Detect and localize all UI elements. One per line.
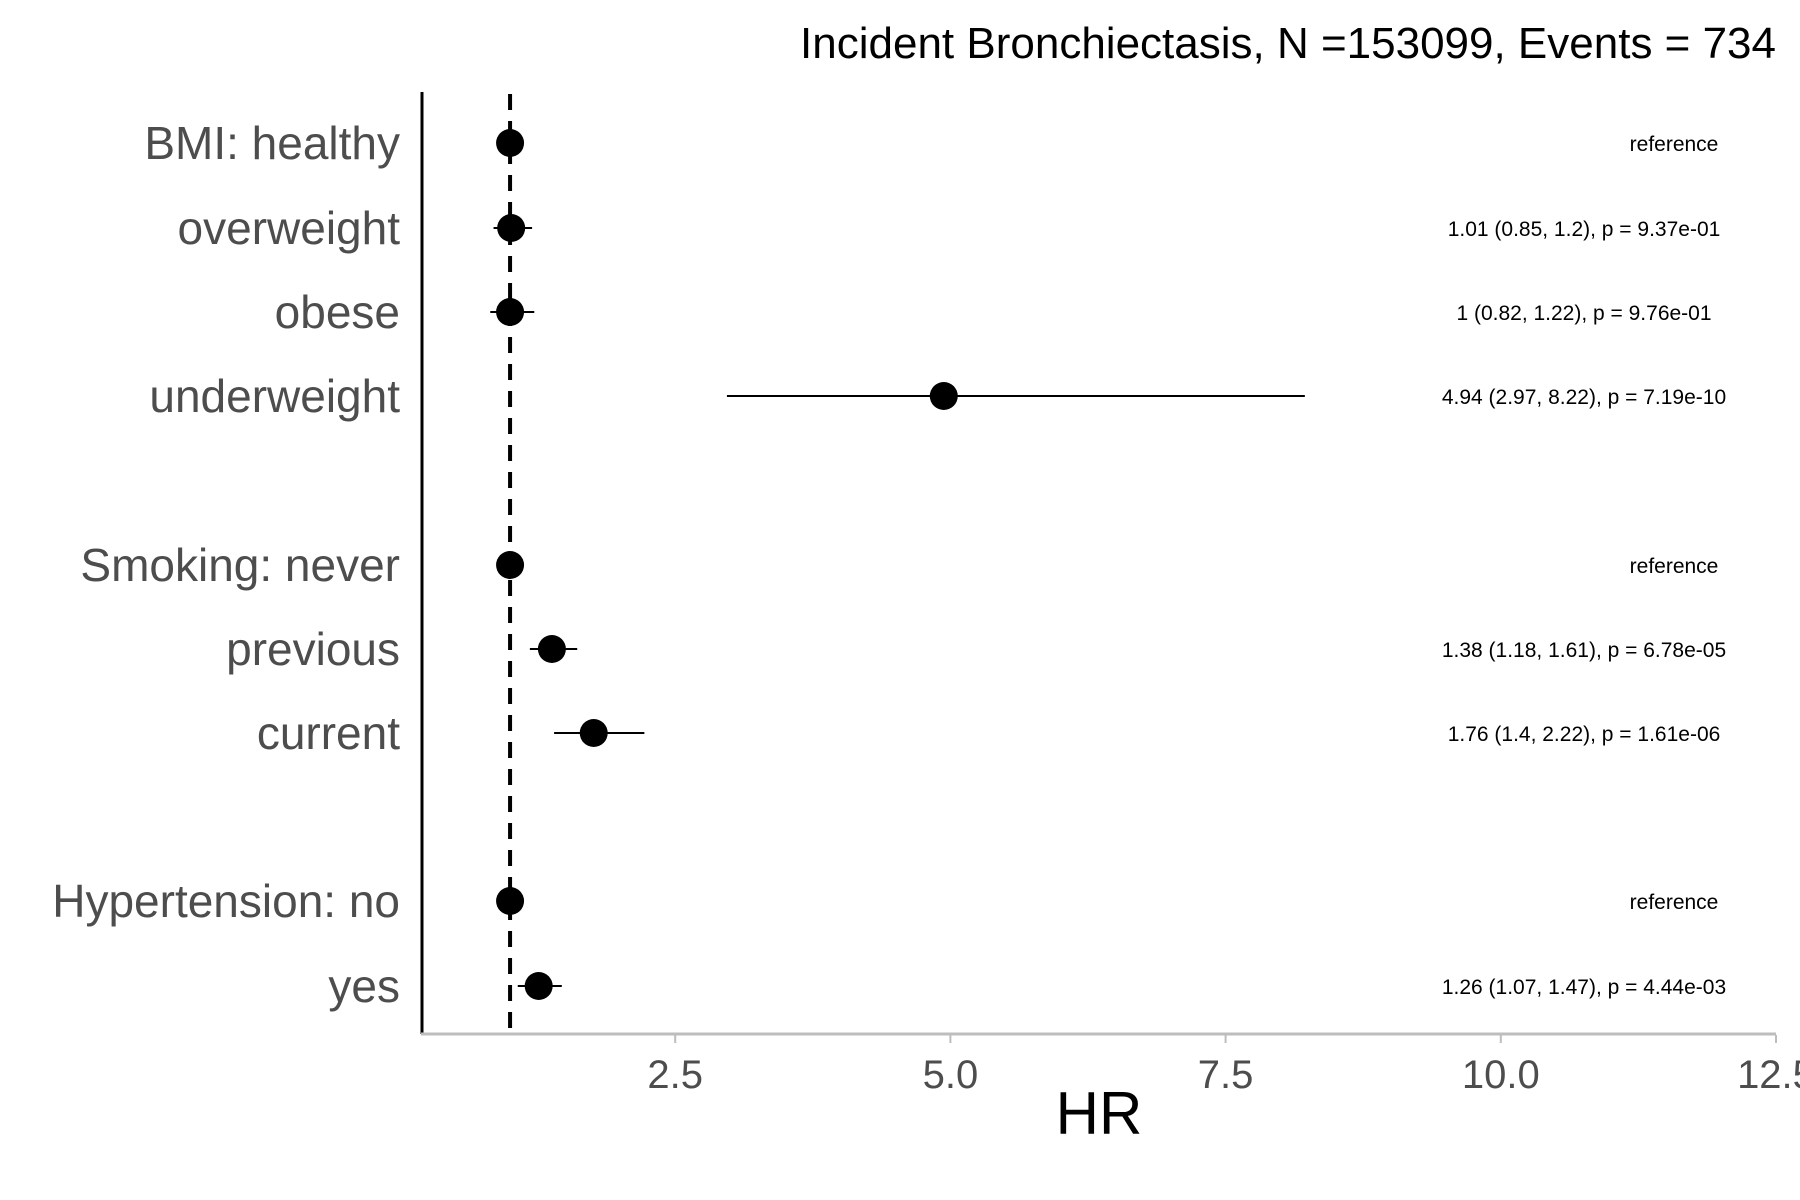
- forest-row: obese 1 (0.82, 1.22), p = 9.76e-01: [275, 286, 1712, 338]
- row-annotation: reference: [1630, 133, 1719, 156]
- x-tick-label: 2.5: [647, 1053, 703, 1097]
- x-ticks-layer: 2.5 5.0 7.5 10.0 12.5: [647, 1035, 1800, 1097]
- row-annotation: 1 (0.82, 1.22), p = 9.76e-01: [1456, 302, 1711, 325]
- forest-row: BMI: healthy reference: [144, 117, 1718, 169]
- x-tick-label: 5.0: [923, 1053, 979, 1097]
- forest-row: previous 1.38 (1.18, 1.61), p = 6.78e-05: [226, 623, 1726, 675]
- forest-row: Smoking: never reference: [80, 539, 1718, 591]
- row-annotation: reference: [1630, 555, 1719, 578]
- x-axis-label: HR: [1056, 1080, 1143, 1147]
- row-annotation: 1.38 (1.18, 1.61), p = 6.78e-05: [1442, 639, 1726, 662]
- x-tick-label: 7.5: [1198, 1053, 1254, 1097]
- hr-point: [496, 887, 525, 915]
- row-annotation: reference: [1630, 891, 1719, 914]
- row-annotation: 4.94 (2.97, 8.22), p = 7.19e-10: [1442, 386, 1726, 409]
- forest-row: current 1.76 (1.4, 2.22), p = 1.61e-06: [257, 707, 1720, 759]
- forest-row: yes 1.26 (1.07, 1.47), p = 4.44e-03: [328, 960, 1726, 1012]
- forest-row: overweight 1.01 (0.85, 1.2), p = 9.37e-01: [178, 202, 1721, 254]
- forest-row: Hypertension: no reference: [52, 875, 1718, 927]
- row-label: yes: [328, 960, 400, 1012]
- row-label: Smoking: never: [80, 539, 400, 591]
- chart-title: Incident Bronchiectasis, N =153099, Even…: [800, 19, 1776, 68]
- x-tick-label: 12.5: [1737, 1053, 1800, 1097]
- row-label: BMI: healthy: [144, 117, 400, 169]
- row-label: previous: [226, 623, 400, 675]
- row-label: current: [257, 707, 400, 759]
- row-label: Hypertension: no: [52, 875, 400, 927]
- hr-point: [496, 129, 525, 157]
- rows-layer: BMI: healthy reference overweight 1.01 (0.8…: [52, 117, 1726, 1012]
- hr-point: [537, 635, 566, 663]
- row-annotation: 1.01 (0.85, 1.2), p = 9.37e-01: [1448, 218, 1721, 241]
- hr-point: [579, 719, 608, 747]
- row-label: underweight: [149, 370, 400, 422]
- row-annotation: 1.26 (1.07, 1.47), p = 4.44e-03: [1442, 976, 1726, 999]
- forest-row: underweight 4.94 (2.97, 8.22), p = 7.19e-…: [149, 370, 1726, 422]
- row-label: obese: [275, 286, 400, 338]
- row-label: overweight: [178, 202, 401, 254]
- hr-point: [929, 382, 958, 410]
- hr-point: [524, 972, 553, 1000]
- hr-point: [497, 214, 526, 242]
- row-annotation: 1.76 (1.4, 2.22), p = 1.61e-06: [1448, 723, 1721, 746]
- x-tick-label: 10.0: [1462, 1053, 1540, 1097]
